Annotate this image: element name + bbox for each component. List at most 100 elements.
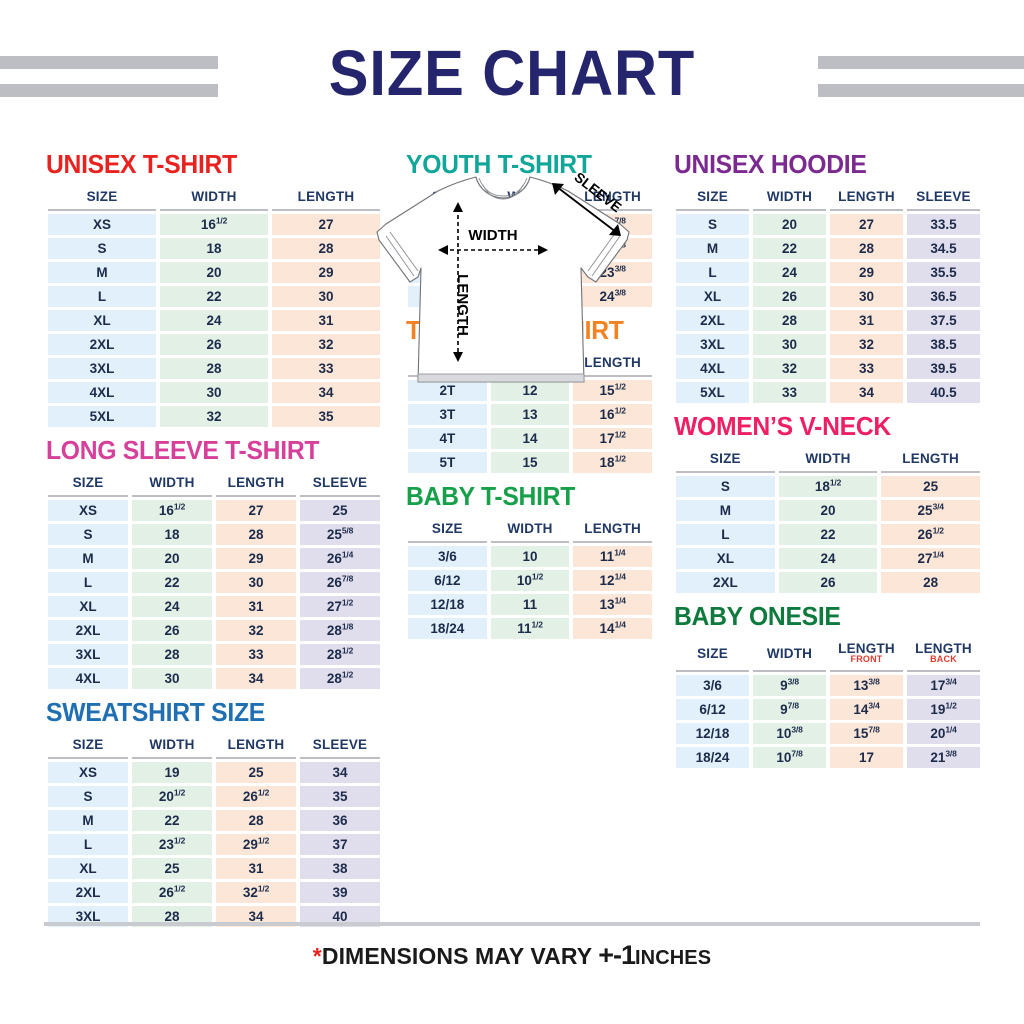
cell-width: 24 (778, 548, 878, 570)
cell-sleeve: 39 (300, 882, 380, 904)
section-title-long-sleeve-tshirt: LONG SLEEVE T-SHIRT (46, 435, 320, 466)
cell-sleeve: 281/8 (300, 620, 380, 642)
cell-sleeve: 37.5 (907, 310, 980, 332)
cell-length: 171/2 (573, 428, 652, 450)
table-row: 2T 12 151/2 (408, 380, 652, 402)
table-row: 6/12 101/2 121/4 (408, 570, 652, 592)
cell-length: 28 (216, 524, 296, 546)
cell-length: 31 (830, 310, 903, 332)
decoration-bar (818, 84, 1024, 97)
table-toddler-tshirt: SIZEWIDTHLENGTH2T12151/23T13161/24T14171… (404, 350, 656, 476)
cell-sleeve: 201/4 (907, 723, 980, 745)
cell-size: S (676, 214, 749, 236)
cell-size: M (676, 500, 775, 522)
table-header-row: SIZE WIDTH LENGTH SLEEVE (48, 473, 380, 498)
right-column: UNISEX HOODIE SIZE WIDTH LENGTH SLEEVE S 20 27 3… (672, 150, 984, 777)
cell-sleeve: 35.5 (907, 262, 980, 284)
cell-sleeve: 255/8 (300, 524, 380, 546)
cell-size: 2XL (676, 310, 749, 332)
table-row: S 18 28 (48, 238, 380, 260)
cell-sleeve: 267/8 (300, 572, 380, 594)
table-row: 3T 13 161/2 (408, 404, 652, 426)
table-baby-onesie: SIZE WIDTH LENGTH FRONT LENGTH BACK 3/6 93/8 133… (672, 636, 984, 771)
cell-size: 4XL (676, 358, 749, 380)
cell-sleeve: 281/2 (300, 644, 380, 666)
cell-width: 26 (753, 286, 826, 308)
footer-divider (44, 922, 980, 926)
column-header-width-1: WIDTH (132, 735, 212, 760)
cell-width: 20 (132, 548, 212, 570)
section-title-unisex-tshirt: UNISEX T-SHIRT (46, 149, 237, 179)
cell-length: 29 (216, 548, 296, 570)
cell-size: 5T (408, 452, 487, 474)
cell-size: S (48, 238, 156, 260)
page-title: SIZE CHART (328, 37, 696, 109)
column-header-width-1: WIDTH (753, 639, 826, 673)
cell-size: 2XL (48, 620, 128, 642)
section-title-youth-tshirt: YOUTH T-SHIRT (406, 149, 592, 179)
table-row: L 22 30 267/8 (48, 572, 380, 594)
table-header-row: SIZE WIDTH LENGTH SLEEVE (676, 187, 980, 212)
section-baby-onesie: BABY ONESIE SIZE WIDTH LENGTH FRONT LENGTH BAC… (672, 602, 984, 771)
table-row: 2XL 261/2 321/2 39 (48, 882, 380, 904)
section-long-sleeve-tshirt: LONG SLEEVE T-SHIRT SIZE WIDTH LENGTH SLEEVE… (44, 436, 384, 692)
cell-length: 271/4 (881, 548, 980, 570)
cell-size: 18/24 (676, 747, 749, 769)
cell-width: 93/8 (753, 675, 826, 697)
cell-sleeve: 35 (300, 786, 380, 808)
cell-length: 25 (881, 476, 980, 498)
table-row: M 20 253/4 (676, 500, 980, 522)
cell-width: 19 (132, 762, 212, 784)
column-header-sleeve-3: SLEEVE (907, 187, 980, 212)
table-row: S 181/2 25 (676, 476, 980, 498)
cell-width: 18 (160, 238, 268, 260)
cell-sleeve: 173/4 (907, 675, 980, 697)
cell-length: 131/4 (573, 594, 652, 616)
section-womens-v-neck: WOMEN’S V-NECK SIZE WIDTH LENGTH S 181/2 25 M 20… (672, 412, 984, 596)
cell-width: 13 (490, 404, 570, 426)
cell-size: S (676, 476, 775, 498)
column-header-size-0: SIZE (676, 187, 749, 212)
section-title-baby-onesie: BABY ONESIE (674, 601, 841, 632)
cell-length: 111/4 (573, 546, 652, 568)
table-row: L 22 261/2 (676, 524, 980, 546)
cell-length: 30 (830, 286, 903, 308)
cell-length: 28 (830, 238, 903, 260)
table-row: 5XL 33 34 40.5 (676, 382, 980, 404)
cell-size: 3/6 (408, 546, 487, 568)
cell-length: 34 (216, 906, 296, 928)
cell-width: 97/8 (753, 699, 826, 721)
cell-size: 2XL (48, 882, 128, 904)
cell-length: 27 (216, 500, 296, 522)
cell-width: 261/2 (132, 882, 212, 904)
cell-length: 17 (830, 747, 903, 769)
cell-length: 321/2 (216, 882, 296, 904)
cell-width: 32 (753, 358, 826, 380)
cell-length: 121/4 (573, 570, 652, 592)
table-row: S 18 28 255/8 (48, 524, 380, 546)
cell-width: 14 (490, 428, 570, 450)
cell-width: 30 (160, 382, 268, 404)
cell-length: 261/2 (216, 786, 296, 808)
table-row: 12/18 11 131/4 (408, 594, 652, 616)
cell-length: 29 (830, 262, 903, 284)
cell-sleeve: 261/4 (300, 548, 380, 570)
column-header-length-2: LENGTH (216, 473, 296, 498)
cell-length: 181/2 (573, 452, 652, 474)
table-row: 18/24 111/2 141/4 (408, 618, 652, 640)
cell-width: 26 (132, 620, 212, 642)
cell-size: 2XL (676, 572, 775, 594)
table-row: 4XL 32 33 39.5 (676, 358, 980, 380)
diagram-length-label: LENGTH (454, 274, 471, 336)
column-header-width-1: WIDTH (778, 449, 878, 474)
section-toddler-tshirt: TODDLER T-SHIRTSIZEWIDTHLENGTH2T12151/23… (404, 316, 656, 476)
cell-length: 31 (272, 310, 380, 332)
cell-size: XS (48, 500, 128, 522)
table-row: 4XL 30 34 (48, 382, 380, 404)
column-header-size-0: SIZE (676, 449, 775, 474)
cell-length: 28 (216, 810, 296, 832)
cell-length: 28 (881, 572, 980, 594)
table-row: M 22 28 36 (48, 810, 380, 832)
cell-size: XS (48, 214, 156, 236)
